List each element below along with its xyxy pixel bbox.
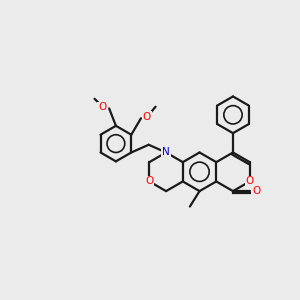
- Text: O: O: [252, 186, 260, 196]
- Text: O: O: [145, 176, 154, 187]
- Text: N: N: [162, 148, 170, 158]
- Text: O: O: [143, 112, 151, 122]
- Text: O: O: [98, 102, 106, 112]
- Text: O: O: [246, 176, 254, 187]
